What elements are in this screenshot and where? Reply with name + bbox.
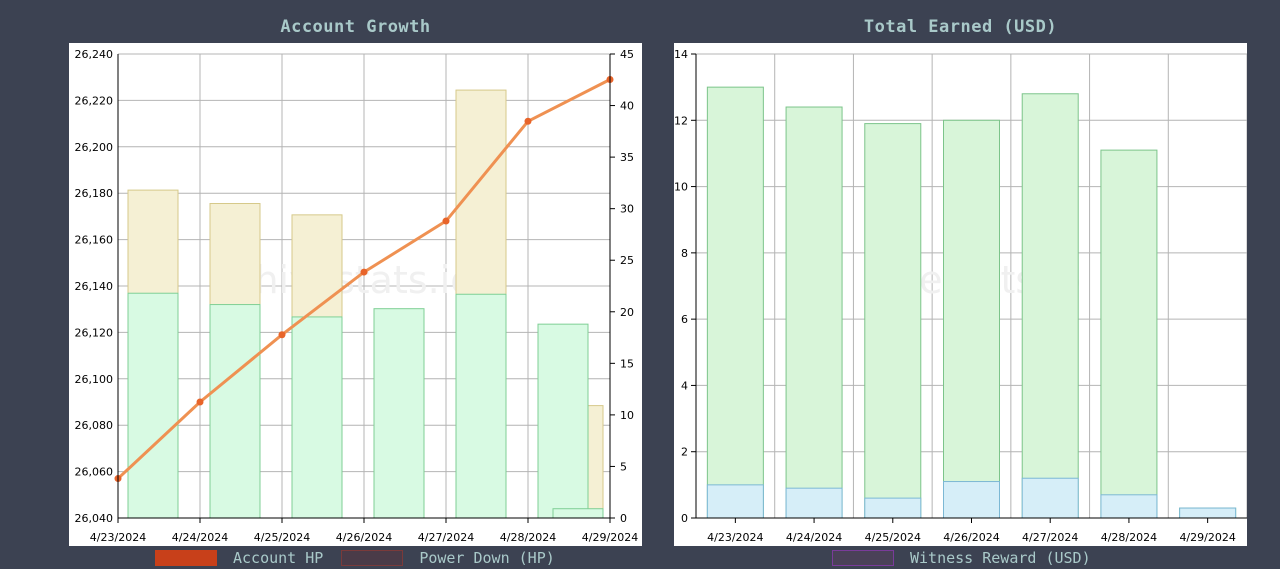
right-y-tick-label: 45 [620,48,634,61]
y-tick-label: 0 [681,512,688,525]
left-y-tick-label: 26,100 [75,373,114,386]
x-tick-label: 4/28/2024 [500,531,556,544]
legend-swatch-witness-reward[interactable] [832,550,894,566]
witness-reward-bar [1021,477,1079,519]
account-hp-point [524,117,532,125]
y-tick-label: 14 [674,48,688,61]
account-hp-bar [291,316,343,519]
total-earned-svg: 02468101214hivestats.io4/23/20244/24/202… [674,48,1247,544]
x-tick-label: 4/25/2024 [865,531,921,544]
left-y-tick-label: 26,180 [75,187,114,200]
right-chart-title: Total Earned (USD) [863,17,1058,37]
x-tick-label: 4/25/2024 [254,531,310,544]
witness-reward-bar [1100,494,1158,519]
left-y-tick-label: 26,120 [75,326,114,339]
left-y-tick-label: 26,140 [75,280,114,293]
total-earned-bar [785,106,843,519]
left-y-tick-label: 26,160 [75,234,114,247]
x-tick-label: 4/24/2024 [786,531,842,544]
y-tick-label: 2 [681,446,688,459]
right-y-tick-label: 0 [620,512,627,525]
account-hp-point [360,268,368,276]
legend-label-power-down[interactable]: Power Down (HP) [419,549,555,567]
x-tick-label: 4/27/2024 [1022,531,1078,544]
witness-reward-bar [943,481,1000,519]
total-earned-bar [706,86,764,519]
account-hp-point [442,217,450,225]
watermark: hivestats.io [254,258,473,302]
right-y-tick-label: 25 [620,254,634,267]
total-earned-bar [1100,149,1158,519]
left-legend: Account HP Power Down (HP) [155,547,573,569]
account-hp-bar [552,508,604,519]
x-tick-label: 4/26/2024 [943,531,999,544]
right-y-tick-label: 10 [620,409,634,422]
left-y-tick-label: 26,220 [75,94,114,107]
y-tick-label: 8 [681,247,688,260]
x-tick-label: 4/27/2024 [418,531,474,544]
right-legend: Witness Reward (USD) [832,547,1109,569]
y-tick-label: 12 [674,114,688,127]
account-hp-bar [455,293,507,519]
legend-swatch-power-down[interactable] [341,550,404,566]
left-y-tick-label: 26,240 [75,48,114,61]
left-y-tick-label: 26,080 [75,419,114,432]
left-chart-title: Account Growth [280,17,431,37]
x-tick-label: 4/24/2024 [172,531,228,544]
left-y-tick-label: 26,040 [75,512,114,525]
legend-label-witness-reward[interactable]: Witness Reward (USD) [910,549,1091,567]
total-earned-bar [864,123,922,519]
witness-reward-bar [706,484,764,519]
right-y-tick-label: 5 [620,460,627,473]
right-y-tick-label: 35 [620,151,634,164]
account-growth-svg: 26,040 26,060 26,080 26,100 26,120 26,140 26,1… [75,48,639,544]
x-tick-label: 4/23/2024 [707,531,763,544]
right-y-tick-label: 40 [620,100,634,113]
y-tick-label: 6 [681,313,688,326]
x-tick-label: 4/29/2024 [1179,531,1235,544]
x-tick-label: 4/29/2024 [582,531,638,544]
total-earned-bar [943,119,1000,519]
total-earned-chart: 02468101214hivestats.io4/23/20244/24/202… [674,43,1247,546]
account-hp-point [196,398,204,406]
x-tick-label: 4/23/2024 [90,531,146,544]
account-growth-chart: 26,040 26,060 26,080 26,100 26,120 26,140 26,1… [69,43,642,546]
account-hp-bar [127,292,179,519]
x-tick-label: 4/28/2024 [1101,531,1157,544]
right-y-tick-label: 20 [620,306,634,319]
witness-reward-bar [1179,507,1237,519]
y-tick-label: 4 [681,379,688,392]
account-hp-point [278,331,286,339]
left-y-tick-label: 26,200 [75,141,114,154]
right-y-tick-label: 15 [620,357,634,370]
x-tick-label: 4/26/2024 [336,531,392,544]
y-tick-label: 10 [674,181,688,194]
witness-reward-bar [864,497,922,519]
left-y-tick-label: 26,060 [75,466,114,479]
account-hp-bar [373,308,425,519]
witness-reward-bar [785,487,843,519]
account-hp-bar [209,304,261,519]
legend-label-account-hp[interactable]: Account HP [233,549,324,567]
legend-swatch-account-hp[interactable] [155,550,217,566]
right-y-tick-label: 30 [620,203,634,216]
total-earned-bar [1021,93,1079,519]
account-hp-bar [537,323,589,519]
